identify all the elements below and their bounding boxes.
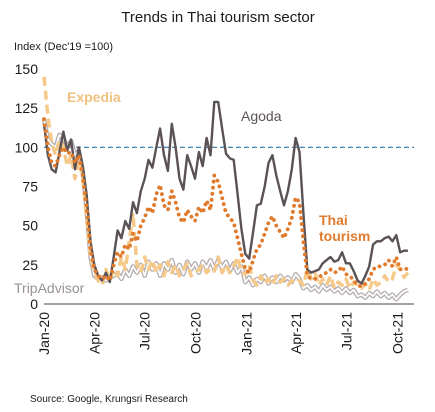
y-tick-label: 150 — [15, 61, 39, 77]
x-axis-ticks: Jan-20 Apr-20 Jul-20 Oct-20 Jan-21 Apr-21 Jul-… — [36, 312, 405, 355]
annotation-thai: Thai — [319, 212, 348, 228]
y-axis-ticks: 0 25 50 75 100 125 150 — [15, 61, 39, 312]
series-thai-tourism-line — [42, 117, 410, 289]
annotation-tripadvisor: TripAdvisor — [14, 280, 85, 296]
source-note: Source: Google, Krungsri Research — [30, 394, 188, 405]
series-agoda-line — [42, 100, 408, 285]
annotation-expedia: Expedia — [67, 89, 121, 105]
chart-title: Trends in Thai tourism sector — [121, 9, 314, 26]
x-tick-label: Apr-21 — [288, 312, 304, 354]
y-tick-label: 25 — [22, 257, 38, 273]
series-layer — [41, 76, 410, 302]
y-tick-label: 125 — [15, 100, 39, 116]
annotation-tourism: tourism — [319, 228, 370, 244]
x-tick-label: Jan-20 — [36, 312, 52, 355]
y-tick-label: 100 — [15, 139, 39, 155]
y-tick-label: 50 — [22, 218, 38, 234]
y-axis-label: Index (Dec'19 =100) — [14, 41, 113, 53]
x-tick-label: Jan-21 — [238, 312, 254, 355]
y-tick-label: 0 — [30, 296, 38, 312]
x-tick-label: Oct-21 — [389, 312, 405, 354]
x-tick-label: Jul-20 — [137, 312, 153, 350]
x-tick-label: Jul-21 — [339, 312, 355, 350]
y-tick-label: 75 — [22, 179, 38, 195]
series-expedia-line — [42, 76, 410, 292]
annotation-agoda: Agoda — [241, 108, 282, 124]
x-tick-label: Oct-20 — [188, 312, 204, 354]
x-tick-label: Apr-20 — [86, 312, 102, 354]
